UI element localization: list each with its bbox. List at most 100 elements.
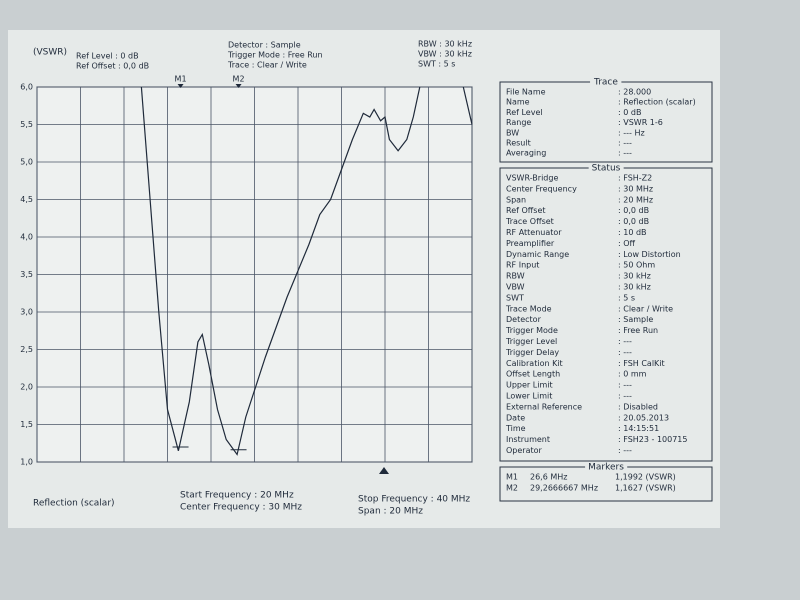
panel-cell: VBW [506, 283, 525, 292]
y-tick-label: 3,5 [20, 270, 33, 279]
panel-cell: Ref Offset [506, 206, 546, 215]
y-tick-label: 6,0 [20, 83, 33, 92]
panel-title: Markers [588, 463, 624, 473]
y-tick-label: 2,5 [20, 345, 33, 354]
span: Span : 20 MHz [358, 507, 423, 517]
unit-label: (VSWR) [33, 48, 67, 58]
panel-cell: Averaging [506, 149, 546, 158]
panel-cell: Upper Limit [506, 381, 553, 390]
marker-label: M1 [175, 75, 187, 84]
panel-cell: : Disabled [618, 402, 658, 411]
panel-title-bg [585, 462, 628, 473]
panel-cell: : FSH23 - 100715 [618, 435, 687, 444]
trace-mode: Trace : Clear / Write [227, 61, 307, 70]
panel-cell: M2 [506, 484, 518, 493]
panel-cell: 29,2666667 MHz [530, 484, 598, 493]
center-indicator [379, 467, 389, 474]
panel-cell: : 28.000 [618, 88, 651, 97]
panel-cell: : VSWR 1-6 [618, 118, 663, 127]
panel-cell: : FSH CalKit [618, 359, 665, 368]
panel-cell: : Free Run [618, 326, 658, 335]
panel-cell: Lower Limit [506, 392, 552, 401]
panel-cell: : 30 kHz [618, 272, 651, 281]
panel-cell: Date [506, 413, 525, 422]
panel-cell: File Name [506, 88, 546, 97]
panel-cell: Trace Mode [505, 304, 552, 313]
panel-cell: Operator [506, 446, 543, 455]
panel-cell: BW [506, 128, 519, 137]
panel-cell: Trigger Mode [505, 326, 558, 335]
panel-cell: 1,1627 (VSWR) [615, 484, 676, 493]
vbw: VBW : 30 kHz [418, 50, 472, 59]
panel-cell: : --- [618, 446, 632, 455]
panel-cell: : 14:15:51 [618, 424, 659, 433]
panel-cell: RF Input [506, 261, 539, 270]
panel-cell: : --- [618, 149, 632, 158]
panel-cell: : 0,0 dB [618, 217, 649, 226]
panel-cell: : Reflection (scalar) [618, 98, 696, 107]
panel-cell: : 30 MHz [618, 184, 653, 193]
panel-cell: : 30 kHz [618, 283, 651, 292]
panel-title-bg [590, 77, 622, 88]
y-tick-label: 3,0 [20, 308, 33, 317]
detector: Detector : Sample [228, 41, 301, 50]
stop-frequency: Stop Frequency : 40 MHz [358, 495, 470, 505]
y-tick-label: 4,0 [20, 233, 33, 242]
panel-cell: : --- Hz [618, 128, 645, 137]
panel-cell: : 0,0 dB [618, 206, 649, 215]
panel-cell: Calibration Kit [506, 359, 563, 368]
trace-line [140, 86, 473, 456]
trigger-mode: Trigger Mode : Free Run [227, 51, 323, 60]
panel-cell: : 5 s [618, 293, 635, 302]
panel-cell: : Sample [618, 315, 653, 324]
y-tick-label: 4,5 [20, 195, 33, 204]
y-tick-label: 1,0 [20, 458, 33, 467]
panel-cell: : --- [618, 348, 632, 357]
panel-cell: RBW [506, 272, 525, 281]
panel-cell: : 0 mm [618, 370, 647, 379]
panel-cell: : --- [618, 139, 632, 148]
panel-cell: Result [506, 139, 531, 148]
panel-cell: : --- [618, 392, 632, 401]
ref-offset: Ref Offset : 0,0 dB [76, 62, 149, 71]
panel-cell: : 20.05.2013 [618, 413, 669, 422]
panel-cell: : 0 dB [618, 108, 641, 117]
panel-cell: Trigger Level [505, 337, 557, 346]
panel-cell: : --- [618, 381, 632, 390]
panel-cell: : Clear / Write [618, 304, 673, 313]
panel-cell: Time [505, 424, 526, 433]
marker-label: M2 [233, 75, 245, 84]
panel-cell: Ref Level [506, 108, 543, 117]
center-frequency: Center Frequency : 30 MHz [180, 503, 302, 513]
panel-cell: 26,6 MHz [530, 473, 567, 482]
panel-cell: : 50 Ohm [618, 261, 655, 270]
panel-cell: Range [506, 118, 531, 127]
panel-cell: Center Frequency [506, 184, 577, 193]
panel-title: Status [592, 164, 621, 174]
panel-cell: : Low Distortion [618, 250, 681, 259]
panel-cell: Trigger Delay [505, 348, 559, 357]
marker-pointer [235, 84, 242, 88]
panel-cell: External Reference [506, 402, 582, 411]
panel-cell: Trace Offset [505, 217, 554, 226]
panel-cell: RF Attenuator [506, 228, 562, 237]
y-tick-label: 1,5 [20, 420, 33, 429]
panel-cell: Instrument [506, 435, 550, 444]
panel-cell: 1,1992 (VSWR) [615, 473, 676, 482]
footer-label: Reflection (scalar) [33, 499, 115, 509]
panel-cell: Detector [506, 315, 542, 324]
panel-cell: : Off [618, 239, 636, 248]
marker-pointer [177, 84, 184, 88]
start-frequency: Start Frequency : 20 MHz [180, 491, 294, 501]
panel-cell: : 20 MHz [618, 195, 653, 204]
panel-title-bg [588, 163, 624, 174]
panel-title: Trace [593, 78, 618, 88]
panel-cell: : FSH-Z2 [618, 174, 652, 183]
panel-cell: : --- [618, 337, 632, 346]
swt: SWT : 5 s [418, 60, 455, 69]
panel-cell: Offset Length [506, 370, 560, 379]
ref-level: Ref Level : 0 dB [76, 52, 139, 61]
y-tick-label: 5,5 [20, 120, 33, 129]
y-tick-label: 5,0 [20, 158, 33, 167]
